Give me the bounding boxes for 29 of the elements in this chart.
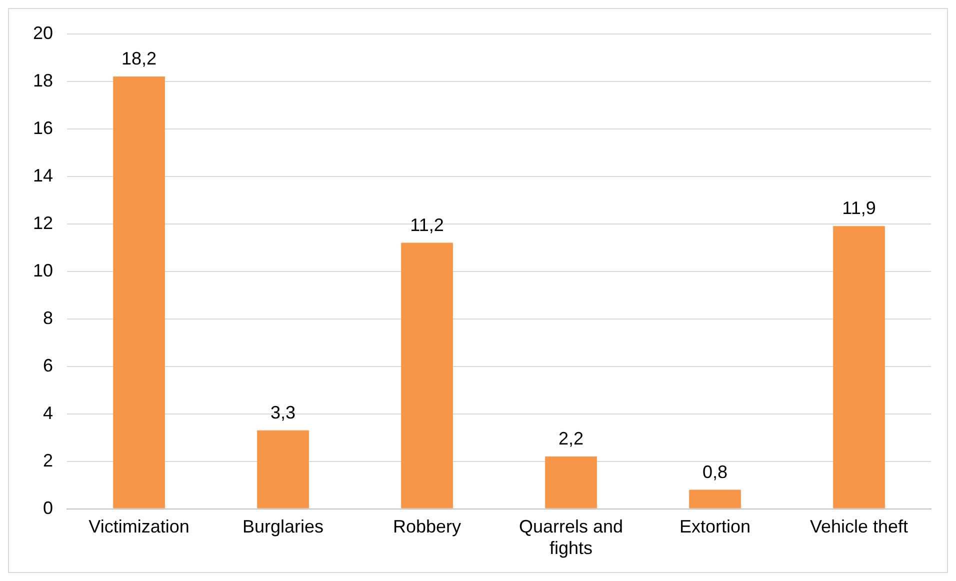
x-tick-label: Vehicle theft [810, 516, 908, 537]
bar [113, 76, 165, 508]
data-label: 0,8 [702, 462, 728, 482]
y-tick-label: 0 [43, 498, 54, 518]
y-tick-label: 8 [43, 308, 54, 328]
y-tick-label: 14 [32, 165, 54, 186]
y-tick-label: 18 [32, 70, 54, 90]
data-label: 3,3 [270, 402, 296, 422]
y-tick-label: 20 [32, 22, 54, 43]
x-tick-label: Burglaries [242, 516, 324, 537]
x-tick-label: Robbery [392, 516, 462, 537]
x-tick-label: Extortion [679, 516, 751, 537]
y-tick-label: 12 [32, 212, 54, 233]
data-label: 11,2 [410, 214, 444, 235]
data-label: 18,2 [121, 48, 157, 69]
y-tick-label: 16 [32, 118, 54, 138]
y-tick-label: 10 [32, 260, 54, 280]
bar [257, 430, 309, 508]
y-tick-label: 2 [43, 450, 54, 470]
data-label: 11,9 [842, 198, 876, 218]
y-tick-label: 6 [43, 355, 54, 376]
bar [401, 242, 453, 508]
x-tick-label: Quarrels and fights [518, 516, 624, 558]
data-label: 2,2 [558, 428, 584, 449]
bar [689, 490, 741, 508]
bar [833, 226, 885, 508]
bar [545, 456, 597, 508]
y-tick-label: 4 [43, 402, 54, 423]
x-tick-label: Victimization [88, 516, 190, 537]
